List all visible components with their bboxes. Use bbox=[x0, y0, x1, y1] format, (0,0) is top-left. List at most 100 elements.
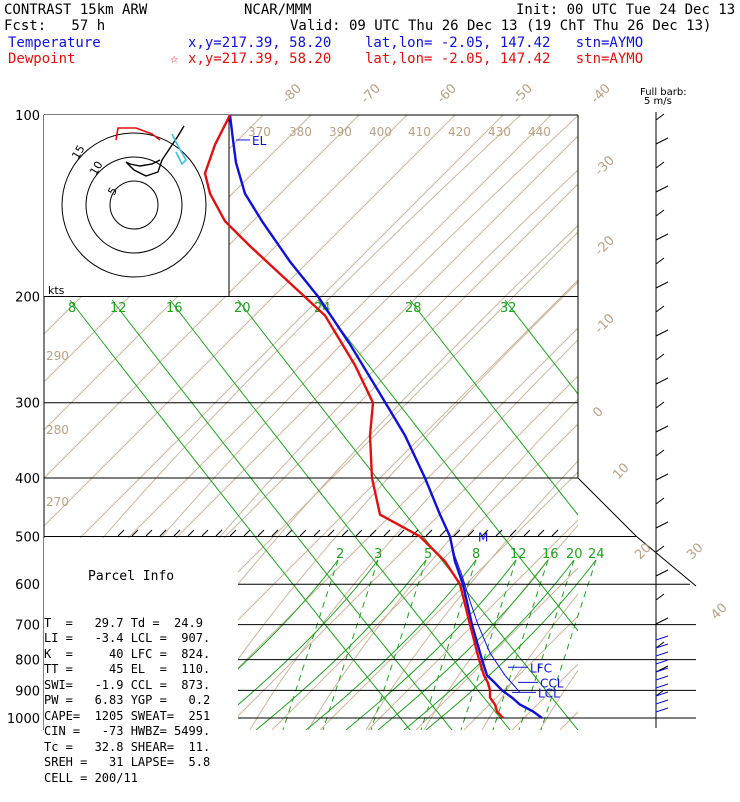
theta-label: 400 bbox=[369, 125, 392, 139]
isotherm-label: -50 bbox=[510, 81, 536, 107]
valid-time: Valid: 09 UTC Thu 26 Dec 13 (19 ChT Thu … bbox=[290, 18, 712, 34]
hatch-mark bbox=[313, 529, 321, 537]
isotherm-line bbox=[463, 615, 578, 730]
mixing-ratio-dashed bbox=[518, 559, 575, 730]
moist-adiabat-line bbox=[169, 299, 511, 730]
hatch-mark bbox=[439, 529, 447, 537]
wind-barb bbox=[655, 569, 669, 577]
hatch-mark bbox=[397, 529, 405, 537]
parcel-info-row: T = 29.7 Td = 24.9 bbox=[44, 615, 203, 630]
dry-adiabat-line bbox=[539, 669, 578, 730]
theta-label: 280 bbox=[46, 423, 69, 437]
isotherm-line bbox=[511, 663, 578, 730]
mixing-ratio-label: 8 bbox=[68, 301, 76, 316]
mixing-ratio-label: 12 bbox=[110, 301, 127, 316]
moist-adiabat-line bbox=[237, 299, 578, 730]
temperature-info: x,y=217.39, 58.20 lat,lon= -2.05, 147.42… bbox=[188, 35, 644, 51]
wind-barb-low bbox=[655, 659, 669, 665]
hodograph-ring bbox=[61, 132, 207, 278]
hodograph-ring bbox=[109, 180, 159, 230]
moist-adiabat-line bbox=[111, 299, 453, 730]
isotherm-label: -70 bbox=[358, 81, 384, 107]
parcel-info-row: TT = 45 EL = 110. bbox=[44, 662, 211, 676]
isotherm-line bbox=[367, 519, 578, 730]
wind-barb bbox=[655, 137, 669, 145]
pressure-label: 600 bbox=[15, 578, 40, 593]
hodograph-trace-black bbox=[125, 159, 161, 167]
wind-barb-low bbox=[655, 683, 669, 689]
pressure-label: 1000 bbox=[7, 712, 40, 727]
wind-barb bbox=[655, 449, 665, 457]
dry-adiabat-line bbox=[656, 60, 740, 730]
wind-barb-low bbox=[655, 635, 669, 641]
moist-adiabat-lower bbox=[255, 559, 427, 730]
hatch-mark bbox=[453, 529, 461, 537]
hatch-mark bbox=[495, 529, 503, 537]
dry-adiabat-line bbox=[44, 115, 522, 610]
hatch-mark bbox=[425, 529, 433, 537]
theta-label: 390 bbox=[329, 125, 352, 139]
theta-label: 420 bbox=[448, 125, 471, 139]
theta-label: 430 bbox=[488, 125, 511, 139]
hatch-mark bbox=[187, 529, 195, 537]
isotherm-label: -40 bbox=[588, 81, 614, 107]
hodograph-trace-black bbox=[125, 125, 185, 177]
wind-barb bbox=[655, 257, 665, 265]
parcel-info-row: SREH = 31 LAPSE= 5.8 bbox=[44, 755, 211, 769]
parcel-info-row: SWI= -1.9 CCL = 873. bbox=[44, 677, 211, 692]
isotherm-line bbox=[656, 50, 740, 730]
isotherm-line bbox=[44, 115, 504, 575]
mixing-ratio-label: 20 bbox=[234, 301, 251, 316]
wind-barb bbox=[655, 281, 669, 289]
isotherm-label: -30 bbox=[592, 153, 618, 179]
wind-barb bbox=[655, 689, 665, 697]
forecast-hour: Fcst: 57 h bbox=[4, 18, 106, 34]
level-label-lcl: LCL bbox=[538, 686, 560, 700]
hatch-mark bbox=[509, 529, 517, 537]
moist-adiabat-label: 16 bbox=[542, 547, 559, 562]
hatch-mark bbox=[145, 529, 153, 537]
mixing-ratio-dashed bbox=[370, 559, 427, 730]
wind-barb-low bbox=[655, 675, 669, 681]
mixing-ratio-label: 16 bbox=[166, 301, 183, 316]
wind-barb bbox=[655, 233, 669, 241]
parcel-info-title: Parcel Info bbox=[88, 569, 175, 584]
wind-barb-low bbox=[655, 667, 669, 673]
mixing-ratio-dashed bbox=[540, 559, 597, 730]
hatch-mark bbox=[285, 529, 293, 537]
parcel-info-row: CELL = 200/11 bbox=[44, 770, 138, 785]
isotherm-line bbox=[704, 50, 740, 730]
isotherm-line bbox=[608, 50, 740, 730]
wind-barb bbox=[655, 353, 665, 361]
parcel-info-row: CAPE= 1205 SWEAT= 251 bbox=[44, 708, 211, 723]
hodograph-panel bbox=[44, 115, 229, 296]
isotherm-line bbox=[44, 115, 312, 383]
hatch-mark bbox=[131, 529, 139, 537]
mixing-ratio-dashed bbox=[420, 559, 477, 730]
mixing-ratio-label: 28 bbox=[405, 301, 422, 316]
moist-adiabat-lower bbox=[305, 559, 477, 730]
pressure-label: 500 bbox=[15, 530, 40, 545]
hatch-mark bbox=[117, 529, 125, 537]
moist-adiabat-lower bbox=[425, 559, 597, 730]
moist-adiabat-line bbox=[69, 299, 411, 730]
wind-barb-low bbox=[655, 643, 669, 649]
theta-label: 440 bbox=[528, 125, 551, 139]
wind-barb bbox=[655, 305, 665, 313]
isotherm-line bbox=[44, 115, 360, 431]
level-label-ccl: CCL bbox=[540, 676, 564, 690]
isotherm-label: 10 bbox=[610, 461, 632, 483]
hatch-mark bbox=[159, 529, 167, 537]
hatch-mark bbox=[243, 529, 251, 537]
moist-adiabat-line bbox=[504, 299, 578, 395]
isotherm-line bbox=[175, 327, 578, 730]
dry-adiabat-line bbox=[598, 60, 740, 730]
parcel-info-panel: Parcel Info T = 29.7 Td = 24.9 LI = -3.4 … bbox=[44, 538, 238, 785]
mixing-ratio-dashed bbox=[282, 559, 339, 730]
theta-label: 270 bbox=[46, 495, 69, 509]
dry-adiabat-line bbox=[249, 339, 578, 730]
hatch-mark bbox=[215, 529, 223, 537]
hatch-mark bbox=[523, 529, 531, 537]
wind-barb bbox=[655, 113, 665, 121]
